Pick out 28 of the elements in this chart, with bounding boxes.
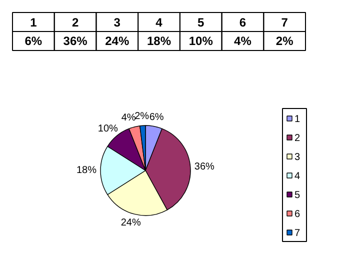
data-label: 10% (98, 123, 118, 134)
category-label: 7 (281, 16, 288, 30)
text: 4% (234, 34, 252, 48)
category-label: 5 (294, 190, 300, 201)
legend-label: 4 (156, 16, 163, 30)
text: 36% (63, 34, 88, 48)
text: 6% (24, 34, 42, 48)
category-label: 6 (294, 209, 300, 220)
data-label: 2% (134, 111, 150, 122)
data-label: 36% (194, 162, 214, 173)
text: 10% (188, 34, 213, 48)
legend-label: 3 (294, 152, 300, 163)
text: 18% (146, 34, 172, 48)
text: 2% (276, 34, 294, 48)
category-label: 3 (114, 16, 120, 30)
legend-label: 2 (294, 133, 300, 144)
legend-label: 5 (198, 16, 205, 30)
data-label: 6% (149, 112, 164, 123)
legend-label: 7 (294, 228, 300, 239)
category-label: 4 (294, 171, 300, 182)
category-label: 1 (30, 16, 37, 30)
data-label: 18% (76, 165, 97, 176)
category-label: 2 (72, 16, 79, 30)
data-label: 24% (120, 217, 141, 228)
legend-label: 1 (294, 114, 300, 125)
text: 24% (105, 34, 130, 48)
data-label: 4% (121, 112, 136, 124)
legend-label: 6 (239, 16, 246, 30)
